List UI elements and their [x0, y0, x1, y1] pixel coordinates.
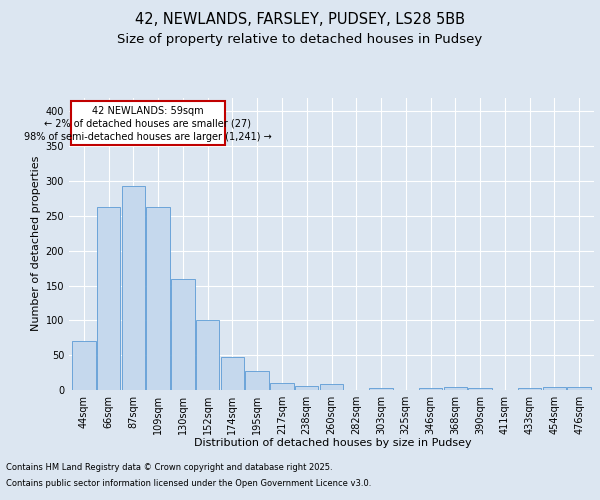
Bar [542, 387, 566, 390]
Text: Distribution of detached houses by size in Pudsey: Distribution of detached houses by size … [194, 438, 472, 448]
Text: 42 NEWLANDS: 59sqm: 42 NEWLANDS: 59sqm [92, 106, 203, 116]
Bar [72, 341, 95, 390]
Bar [97, 207, 121, 390]
Bar [245, 371, 269, 390]
Bar [295, 386, 319, 390]
Text: 42, NEWLANDS, FARSLEY, PUDSEY, LS28 5BB: 42, NEWLANDS, FARSLEY, PUDSEY, LS28 5BB [135, 12, 465, 28]
Bar [71, 101, 224, 145]
Bar [270, 383, 294, 390]
Bar [518, 388, 541, 390]
Text: Size of property relative to detached houses in Pudsey: Size of property relative to detached ho… [118, 32, 482, 46]
Bar [568, 387, 591, 390]
Bar [469, 388, 492, 390]
Text: Contains public sector information licensed under the Open Government Licence v3: Contains public sector information licen… [6, 478, 371, 488]
Y-axis label: Number of detached properties: Number of detached properties [31, 156, 41, 332]
Bar [369, 388, 393, 390]
Bar [196, 320, 220, 390]
Bar [320, 384, 343, 390]
Bar [443, 387, 467, 390]
Bar [221, 358, 244, 390]
Text: 98% of semi-detached houses are larger (1,241) →: 98% of semi-detached houses are larger (… [24, 132, 272, 142]
Text: Contains HM Land Registry data © Crown copyright and database right 2025.: Contains HM Land Registry data © Crown c… [6, 464, 332, 472]
Text: ← 2% of detached houses are smaller (27): ← 2% of detached houses are smaller (27) [44, 119, 251, 129]
Bar [122, 186, 145, 390]
Bar [419, 388, 442, 390]
Bar [146, 207, 170, 390]
Bar [171, 278, 194, 390]
